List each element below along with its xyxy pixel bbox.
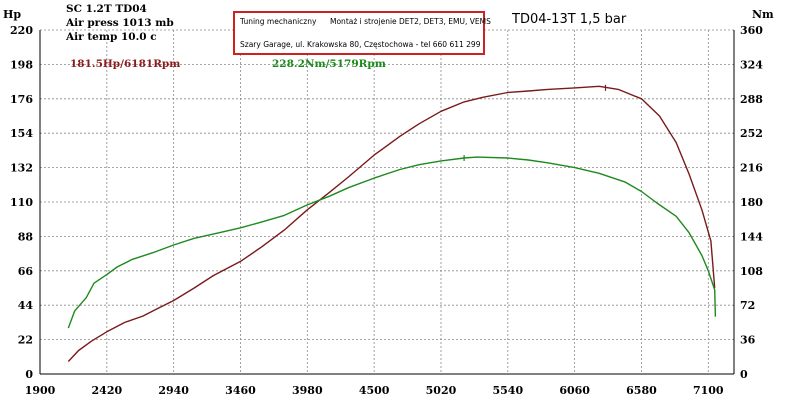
air-press: Air press 1013 mb [66,17,174,29]
y-left-tick-label: 44 [18,299,34,312]
y-left-tick-label: 198 [10,58,33,71]
series-group [67,84,717,362]
y-left-tick-label: 132 [10,162,33,175]
x-tick-label: 6060 [559,384,590,397]
y-right-tick-label: 108 [740,265,763,278]
car-name: SC 1.2T TD04 [66,3,147,15]
info-line-1b: Montaż i strojenie DET2, DET3, EMU, VEMS [330,17,491,26]
y-right-tick-label: 360 [740,24,763,37]
y-right-tick-label: 324 [740,58,763,71]
y-left-unit: Hp [3,8,21,21]
y-right-tick-label: 216 [740,162,763,175]
y-right-ticks: 0 36 72 108 144 180 216 252 288 324 360 [740,24,763,381]
y-right-tick-label: 288 [740,93,763,106]
torque-peak-label: 228.2Nm/5179Rpm [272,58,386,70]
y-left-tick-label: 220 [10,24,33,37]
x-tick-label: 6580 [626,384,657,397]
x-tick-label: 5540 [492,384,523,397]
info-box: Tuning mechaniczny Montaż i strojenie DE… [233,11,491,55]
y-right-tick-label: 0 [740,368,748,381]
x-tick-label: 4500 [359,384,390,397]
power-curve [67,85,716,362]
x-tick-label: 2420 [92,384,123,397]
y-right-tick-label: 180 [740,196,763,209]
air-temp: Air temp 10.0 c [66,31,157,43]
y-left-tick-label: 88 [18,230,34,243]
x-tick-label: 7100 [693,384,724,397]
y-left-tick-label: 66 [18,265,34,278]
info-line-1a: Tuning mechaniczny [240,17,317,26]
x-tick-label: 2940 [158,384,189,397]
y-right-tick-label: 72 [740,299,755,312]
y-right-tick-label: 36 [740,334,756,347]
y-left-tick-label: 154 [10,127,33,140]
info-line-2: Szary Garage, ul. Krakowska 80, Częstoch… [240,40,481,49]
x-tick-label: 1900 [25,384,56,397]
x-tick-label: 3460 [225,384,256,397]
y-right-tick-label: 252 [740,127,763,140]
y-left-tick-label: 0 [25,368,33,381]
x-tick-label: 5020 [426,384,457,397]
y-left-tick-label: 176 [10,93,33,106]
y-left-tick-label: 110 [10,196,33,209]
x-tick-label: 3980 [292,384,323,397]
y-left-ticks: 0 22 44 66 88 110 132 154 176 198 220 [10,24,33,381]
x-ticks: 1900 2420 2940 3460 3980 4500 5020 5540 6060 6580… [25,384,724,397]
y-left-tick-label: 22 [18,334,33,347]
y-right-tick-label: 144 [740,230,763,243]
y-right-unit: Nm [752,8,774,21]
torque-curve [67,156,717,329]
chart-title: TD04-13T 1,5 bar [512,12,627,27]
plot-frame [39,30,735,375]
grid [40,29,734,374]
power-peak-label: 181.5Hp/6181Rpm [70,58,181,70]
